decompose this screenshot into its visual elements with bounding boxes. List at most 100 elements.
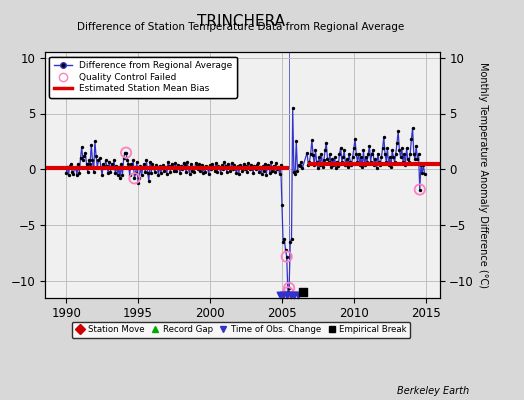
Point (256, 164, 265, 170)
Point (154, 172, 162, 178)
Point (90, 168, 98, 175)
Point (82, 161, 91, 167)
Point (354, 150, 363, 157)
Point (381, 150, 389, 157)
Point (286, 239, 294, 245)
Point (361, 162, 369, 168)
Point (166, 168, 174, 175)
Point (236, 162, 244, 168)
Point (269, 163, 278, 169)
Point (363, 158, 371, 165)
Point (285, 285, 293, 291)
Point (71, 164, 80, 170)
Point (261, 161, 269, 167)
Point (370, 162, 378, 168)
Point (366, 158, 375, 165)
Point (130, 175, 139, 182)
Point (248, 165, 256, 172)
Point (396, 154, 405, 160)
Point (247, 162, 255, 168)
Point (254, 160, 262, 166)
Point (136, 163, 145, 169)
Point (345, 150, 353, 157)
Point (280, 236, 289, 242)
Point (117, 161, 125, 167)
Point (183, 158, 191, 165)
Point (417, 162, 425, 168)
Point (80, 153, 88, 159)
Point (170, 167, 178, 174)
Point (102, 157, 110, 164)
Point (308, 137, 316, 144)
Point (279, 239, 287, 245)
Point (386, 154, 394, 160)
Point (298, 165, 307, 172)
Point (64, 172, 73, 178)
Point (414, 150, 423, 157)
Point (323, 156, 332, 162)
Point (403, 156, 412, 162)
Point (191, 160, 200, 166)
Point (196, 167, 204, 174)
Point (73, 172, 81, 178)
Point (223, 168, 231, 175)
Point (383, 145, 391, 151)
Point (159, 162, 167, 168)
Point (388, 147, 396, 154)
Point (237, 164, 245, 170)
Point (208, 161, 216, 167)
Point (299, 289, 308, 296)
Point (123, 157, 132, 164)
Point (292, 138, 300, 145)
Point (320, 157, 328, 164)
Point (226, 167, 235, 174)
Point (347, 162, 356, 168)
Point (216, 170, 225, 176)
Point (103, 163, 111, 169)
Point (267, 158, 275, 165)
Point (132, 170, 140, 176)
Point (168, 161, 176, 167)
Point (134, 180, 142, 186)
Point (309, 152, 317, 158)
Point (228, 166, 237, 173)
Point (149, 165, 158, 172)
Point (173, 162, 182, 168)
Point (303, 150, 311, 156)
Point (210, 164, 218, 170)
Point (144, 170, 152, 176)
Point (399, 158, 407, 165)
Point (115, 164, 123, 170)
Point (203, 165, 212, 172)
Point (91, 138, 99, 145)
Point (200, 164, 208, 170)
Point (291, 171, 299, 177)
Point (140, 161, 148, 167)
Point (290, 168, 298, 175)
Point (106, 168, 115, 175)
Point (394, 128, 402, 134)
Point (368, 150, 376, 157)
Point (181, 162, 189, 168)
Point (79, 157, 87, 164)
Point (310, 162, 319, 168)
Text: TRINCHERA: TRINCHERA (197, 14, 285, 29)
Point (282, 254, 291, 260)
Point (85, 157, 93, 164)
Point (331, 154, 339, 160)
Point (146, 158, 154, 165)
Point (296, 163, 304, 169)
Point (258, 163, 267, 169)
Point (62, 170, 70, 176)
Point (393, 139, 401, 146)
Point (235, 171, 243, 177)
Point (250, 163, 258, 169)
Point (305, 158, 314, 165)
Point (410, 150, 418, 157)
Point (405, 158, 413, 165)
Point (418, 170, 427, 176)
Point (290, 292, 298, 298)
Point (270, 168, 279, 175)
Point (359, 147, 368, 154)
Point (171, 160, 179, 166)
